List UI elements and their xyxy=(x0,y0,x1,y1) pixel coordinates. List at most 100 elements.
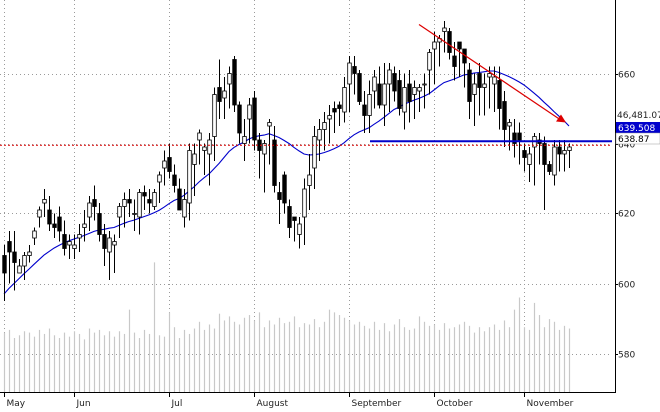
candle-down xyxy=(512,132,517,144)
y-tick-label: 620 xyxy=(618,210,635,220)
candle-down xyxy=(237,104,242,134)
candle-up xyxy=(82,223,87,228)
candle-down xyxy=(502,101,507,130)
candle-up xyxy=(67,241,72,246)
candle-down xyxy=(397,80,402,109)
candle-down xyxy=(12,251,17,263)
candle-up xyxy=(117,206,122,218)
x-tick-label: October xyxy=(437,399,473,409)
volume-bars xyxy=(3,262,571,392)
candle-down xyxy=(282,174,287,204)
candle-down xyxy=(62,234,67,249)
candle-up xyxy=(442,27,447,32)
candle-down xyxy=(147,199,152,204)
candle-down xyxy=(142,192,147,197)
candle-down xyxy=(97,213,102,235)
candle-down xyxy=(407,83,412,102)
candle-down xyxy=(292,216,297,221)
candle-up xyxy=(327,115,332,120)
y-tick-label: 600 xyxy=(618,281,635,291)
candle-down xyxy=(52,223,57,228)
x-tick-label: May xyxy=(7,399,26,409)
candle-up xyxy=(307,174,312,186)
candle-up xyxy=(372,76,377,92)
candle-up xyxy=(322,122,327,130)
candle-up xyxy=(432,41,437,50)
candle-down xyxy=(277,192,282,200)
axes: 580 600 620 640 660 May Jun Jul August September O… xyxy=(0,0,635,409)
candle-up xyxy=(302,188,307,218)
x-tick-label: Jun xyxy=(76,399,91,409)
candle-up xyxy=(157,174,162,183)
candle-down xyxy=(172,174,177,186)
candle-down xyxy=(232,59,237,106)
candle-down xyxy=(167,157,172,172)
candle-up xyxy=(417,87,422,92)
trend-arrow-line xyxy=(418,24,561,120)
candle-up xyxy=(132,213,137,215)
candle-down xyxy=(547,164,552,172)
candle-up xyxy=(247,104,252,120)
candle-down xyxy=(332,108,337,113)
volume-value-label: 46,481.07 xyxy=(617,111,660,121)
candle-up xyxy=(427,52,432,71)
candle-down xyxy=(357,73,362,102)
y-tick-label: 580 xyxy=(618,351,635,361)
candle-up xyxy=(367,94,372,116)
candle-up xyxy=(482,83,487,88)
candle-up xyxy=(562,150,567,155)
candle-up xyxy=(107,237,112,253)
candle-down xyxy=(452,55,457,67)
candle-up xyxy=(312,136,317,169)
y-tick-label: 640 xyxy=(618,141,635,151)
candle-up xyxy=(317,129,322,141)
candle-up xyxy=(182,199,187,218)
candle-up xyxy=(137,192,142,218)
candle-down xyxy=(517,132,522,141)
candle-down xyxy=(377,83,382,106)
candle-down xyxy=(467,69,472,102)
candle-down xyxy=(447,31,452,53)
y-tick-label: 660 xyxy=(618,71,635,81)
grid xyxy=(0,0,612,392)
candle-down xyxy=(362,104,367,116)
candle-down xyxy=(392,73,397,92)
candle-up xyxy=(222,90,227,99)
candle-down xyxy=(92,199,97,207)
candle-up xyxy=(37,209,42,218)
candle-up xyxy=(267,122,272,127)
candle-up xyxy=(297,223,302,235)
candle-up xyxy=(227,73,232,85)
candle-up xyxy=(192,153,197,165)
candle-up xyxy=(187,150,192,204)
x-tick-label: November xyxy=(527,399,574,409)
candle-up xyxy=(27,251,32,256)
candle-down xyxy=(2,255,7,274)
candle-up xyxy=(262,143,267,155)
x-tick-label: September xyxy=(352,399,402,409)
current-price-tag: 639.508 xyxy=(618,124,655,134)
candle-down xyxy=(7,241,12,253)
candle-up xyxy=(422,83,427,86)
candle-up xyxy=(492,76,497,85)
candle-up xyxy=(42,199,47,204)
candle-up xyxy=(552,146,557,176)
x-tick-label: August xyxy=(257,399,289,409)
candle-up xyxy=(527,153,532,165)
candlesticks xyxy=(2,21,572,301)
overlays xyxy=(0,24,612,146)
candle-down xyxy=(47,209,52,225)
candle-up xyxy=(382,83,387,106)
candle-down xyxy=(557,146,562,155)
candle-up xyxy=(17,265,22,274)
candle-up xyxy=(487,73,492,78)
candle-down xyxy=(337,104,342,109)
candle-up xyxy=(77,234,82,239)
candle-up xyxy=(112,241,117,246)
candle-up xyxy=(387,69,392,85)
candle-down xyxy=(217,87,222,102)
candle-up xyxy=(22,255,27,267)
candle-down xyxy=(177,188,182,211)
